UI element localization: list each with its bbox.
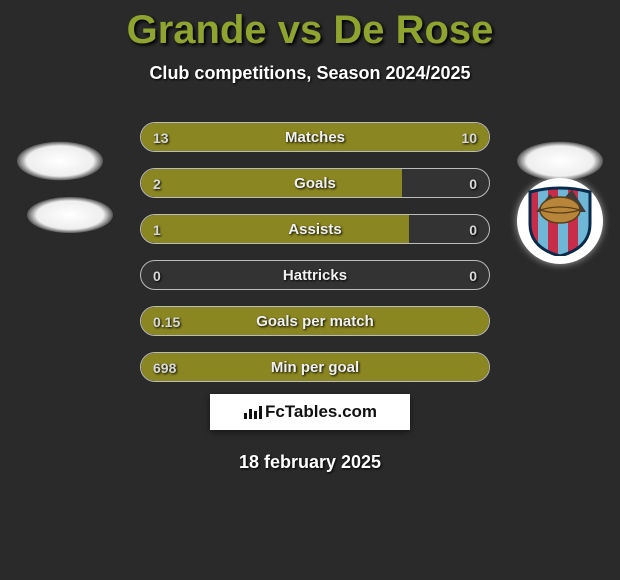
footer-date: 18 february 2025 [0, 452, 620, 473]
catania-shield-icon [528, 186, 592, 256]
stat-row: 698 Min per goal [140, 352, 490, 382]
stat-label: Assists [141, 215, 489, 244]
stat-row: 1 Assists 0 [140, 214, 490, 244]
stats-container: 13 Matches 10 2 Goals 0 1 Assists 0 0 Ha… [140, 122, 490, 398]
club-right-logo-2 [517, 178, 603, 264]
stat-row: 0.15 Goals per match [140, 306, 490, 336]
stat-val-right: 0 [469, 169, 477, 198]
subtitle: Club competitions, Season 2024/2025 [0, 63, 620, 84]
stat-label: Hattricks [141, 261, 489, 290]
stat-label: Goals [141, 169, 489, 198]
club-left-logo-1 [17, 142, 103, 181]
stat-val-right: 0 [469, 215, 477, 244]
footer-brand: FcTables.com [210, 394, 410, 430]
stat-row: 2 Goals 0 [140, 168, 490, 198]
stat-val-right: 0 [469, 261, 477, 290]
footer-brand-text: FcTables.com [265, 402, 377, 421]
stat-row: 13 Matches 10 [140, 122, 490, 152]
page-title: Grande vs De Rose [0, 0, 620, 53]
club-right-logo-1 [517, 142, 603, 181]
stat-label: Min per goal [141, 353, 489, 382]
club-left-logo-2 [27, 197, 113, 233]
bars-icon [243, 404, 263, 420]
stat-label: Matches [141, 123, 489, 152]
stat-val-right: 10 [461, 123, 477, 152]
stat-row: 0 Hattricks 0 [140, 260, 490, 290]
stat-label: Goals per match [141, 307, 489, 336]
